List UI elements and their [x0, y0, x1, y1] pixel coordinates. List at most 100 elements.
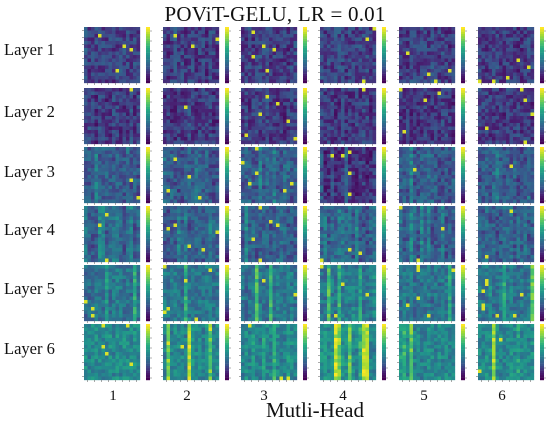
heatmap-cell	[290, 65, 294, 70]
heatmap-cell	[520, 34, 524, 38]
heatmap-cell	[488, 30, 493, 35]
colorbar-segment	[303, 118, 307, 121]
heatmap-cell	[251, 55, 256, 59]
colorbar-segment	[382, 34, 386, 37]
heatmap-cell	[208, 123, 213, 127]
heatmap-cell	[191, 154, 195, 158]
heatmap-cell	[112, 27, 116, 31]
heatmap-cell	[279, 69, 284, 73]
colorbar-segment	[540, 132, 544, 135]
heatmap-cell	[279, 182, 284, 186]
heatmap-cell	[372, 72, 377, 77]
heatmap-cell	[198, 130, 202, 134]
heatmap-cell	[170, 41, 174, 45]
heatmap-cell	[201, 157, 206, 162]
heatmap-cell	[365, 51, 370, 56]
colorbar-segment	[303, 55, 307, 58]
heatmap-cell	[251, 140, 256, 145]
heatmap-cell	[437, 37, 442, 42]
heatmap-cell	[173, 130, 178, 134]
heatmap-cell	[269, 126, 273, 131]
colorbar-segment	[303, 48, 307, 51]
heatmap-cell	[269, 44, 273, 49]
heatmap-cell	[198, 137, 202, 141]
heatmap-cell	[286, 164, 291, 169]
heatmap-cell	[348, 133, 352, 138]
heatmap-cell	[180, 161, 185, 165]
heatmap-cell	[334, 137, 338, 141]
heatmap-cell	[133, 126, 137, 131]
heatmap-cell	[212, 168, 216, 172]
colorbar-segment	[461, 64, 465, 67]
heatmap-cell	[420, 105, 424, 110]
heatmap-cell	[358, 147, 363, 151]
heatmap-cell	[344, 137, 349, 141]
heatmap-cell	[441, 88, 445, 92]
heatmap-cell	[94, 34, 99, 38]
heatmap-cell	[133, 130, 137, 134]
heatmap-cell	[437, 95, 442, 99]
heatmap-cell	[205, 72, 209, 77]
heatmap-cell	[509, 102, 514, 106]
heatmap-cell	[413, 27, 417, 31]
heatmap-cell	[495, 123, 500, 127]
heatmap-cell	[523, 51, 528, 56]
heatmap-cell	[208, 147, 213, 151]
heatmap-cell	[402, 130, 407, 134]
heatmap-cell	[105, 168, 109, 172]
heatmap-cell	[244, 109, 249, 113]
heatmap-cell	[402, 164, 407, 169]
colorbar-segment	[225, 69, 229, 72]
heatmap-cell	[170, 171, 174, 176]
heatmap-cell	[191, 175, 195, 179]
heatmap-cell	[215, 69, 220, 73]
heatmap-cell	[323, 98, 328, 103]
heatmap-cell	[84, 48, 88, 52]
heatmap-cell	[94, 199, 99, 204]
heatmap-cell	[180, 48, 185, 52]
heatmap-cell	[98, 133, 102, 138]
heatmap-cell	[358, 79, 363, 84]
heatmap-cell	[215, 51, 220, 56]
heatmap-cell	[166, 182, 171, 186]
heatmap-cell	[191, 147, 195, 151]
colorbar-segment	[225, 92, 229, 96]
heatmap-cell	[344, 175, 349, 179]
heatmap-cell	[506, 109, 510, 113]
heatmap-cell	[136, 112, 141, 117]
colorbar-segment	[146, 48, 150, 51]
heatmap-cell	[416, 123, 421, 127]
heatmap-cell	[119, 175, 123, 179]
heatmap-cell	[276, 126, 280, 131]
heatmap-cell	[198, 72, 202, 77]
heatmap-cell	[399, 41, 403, 45]
heatmap-cell	[341, 116, 345, 120]
heatmap-cell	[362, 175, 366, 179]
heatmap-cell	[437, 58, 442, 63]
colorbar-segment	[540, 71, 544, 74]
heatmap-cell	[265, 196, 270, 200]
heatmap-cell	[129, 168, 134, 172]
heatmap-cell	[337, 88, 342, 92]
heatmap-cell	[416, 126, 421, 131]
heatmap-cell	[320, 130, 324, 134]
heatmap-cell	[112, 109, 116, 113]
heatmap-cell	[495, 126, 500, 131]
heatmap-cell	[416, 30, 421, 35]
heatmap-cell	[94, 51, 99, 56]
heatmap-cell	[163, 105, 167, 110]
heatmap-cell	[416, 109, 421, 113]
heatmap-cell	[337, 102, 342, 106]
heatmap-cell	[215, 116, 220, 120]
heatmap-cell	[448, 27, 452, 31]
heatmap-cell	[244, 178, 249, 183]
heatmap-cell	[241, 88, 245, 92]
heatmap-cell	[451, 154, 456, 158]
heatmap-cell	[513, 112, 517, 117]
heatmap-cell	[530, 72, 535, 77]
heatmap-cell	[420, 65, 424, 70]
heatmap-cell	[437, 88, 442, 92]
heatmap-cell	[101, 105, 106, 110]
heatmap-cell	[126, 30, 130, 35]
heatmap-cell	[108, 192, 113, 197]
